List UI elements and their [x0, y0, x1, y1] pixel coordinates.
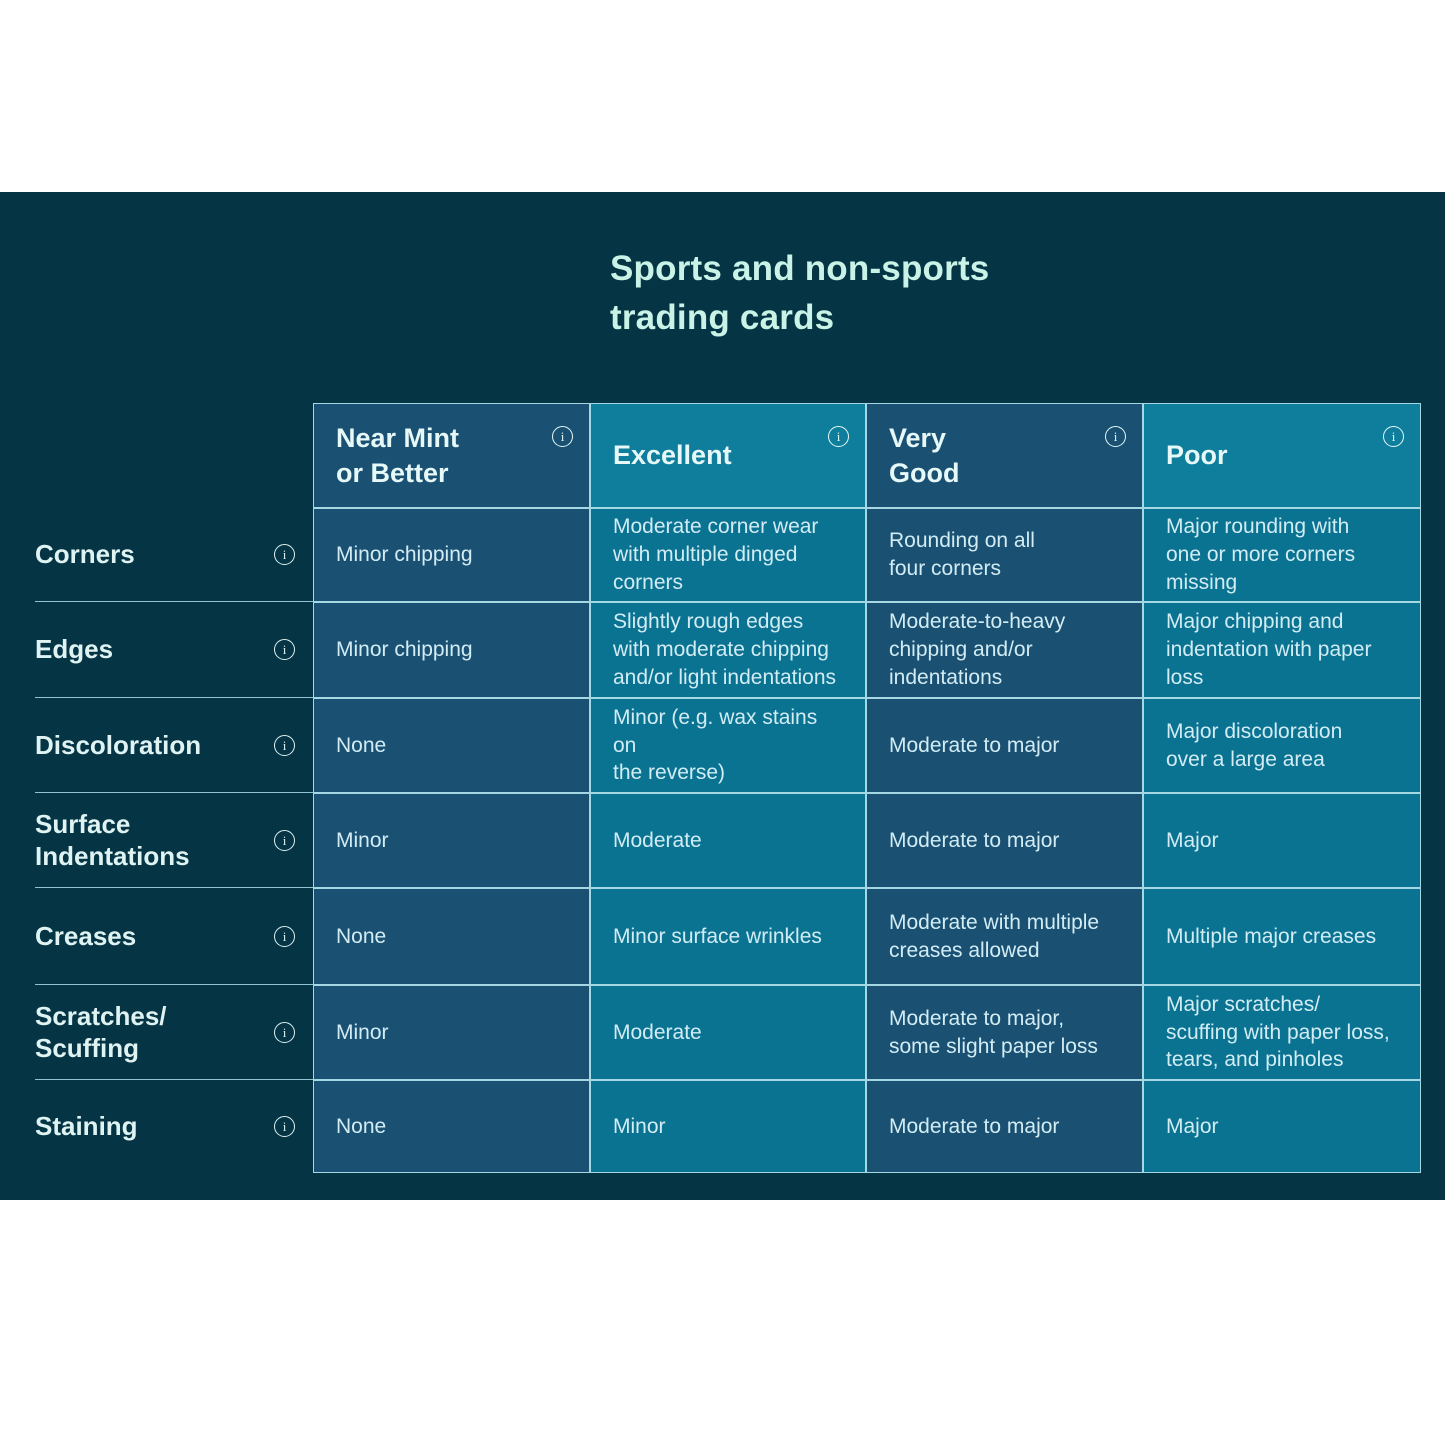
row-label-text: Surface Indentations — [35, 808, 190, 872]
row-label-text: Staining — [35, 1111, 138, 1142]
row-label-surface-indentations: Surface Indentations i — [35, 793, 313, 888]
table-cell: Moderate corner wear with multiple dinge… — [590, 508, 866, 602]
info-icon[interactable]: i — [274, 734, 295, 756]
table-corner-spacer — [35, 403, 313, 508]
row-label-staining: Staining i — [35, 1080, 313, 1173]
info-icon[interactable]: i — [1105, 426, 1126, 447]
table-cell: Rounding on all four corners — [866, 508, 1143, 602]
table-cell: Moderate to major — [866, 1080, 1143, 1173]
table-cell: Major discoloration over a large area — [1143, 698, 1421, 793]
row-label-text: Corners — [35, 539, 135, 570]
table-cell: Minor surface wrinkles — [590, 888, 866, 985]
row-label-text: Creases — [35, 920, 137, 951]
info-icon[interactable]: i — [552, 426, 573, 447]
table-cell: Major rounding with one or more corners … — [1143, 508, 1421, 602]
info-icon[interactable]: i — [274, 1116, 295, 1137]
table-cell: Moderate to major — [866, 698, 1143, 793]
table-cell: Minor (e.g. wax stains on the reverse) — [590, 698, 866, 793]
column-header-near-mint-or-better: Near Mint or Better i — [313, 403, 590, 508]
info-icon[interactable]: i — [274, 829, 295, 851]
info-icon[interactable]: i — [274, 1021, 295, 1043]
page-title: Sports and non-sports trading cards — [610, 249, 990, 337]
row-label-edges: Edges i — [35, 602, 313, 698]
grading-panel: Sports and non-sports trading cards Near… — [0, 192, 1445, 1200]
info-icon[interactable]: i — [274, 925, 295, 947]
table-cell: None — [313, 888, 590, 985]
column-header-label: Poor — [1166, 440, 1228, 471]
table-cell: None — [313, 698, 590, 793]
info-icon[interactable]: i — [1383, 426, 1404, 447]
row-label-text: Edges — [35, 634, 114, 665]
table-cell: Moderate to major — [866, 793, 1143, 888]
table-cell: Moderate — [590, 793, 866, 888]
info-icon[interactable]: i — [274, 639, 295, 660]
table-cell: None — [313, 1080, 590, 1173]
table-cell: Minor chipping — [313, 602, 590, 698]
info-icon[interactable]: i — [274, 544, 295, 565]
table-cell: Moderate with multiple creases allowed — [866, 888, 1143, 985]
table-cell: Slightly rough edges with moderate chipp… — [590, 602, 866, 698]
table-cell: Minor — [590, 1080, 866, 1173]
row-label-discoloration: Discoloration i — [35, 698, 313, 793]
table-cell: Major — [1143, 793, 1421, 888]
column-header-poor: Poor i — [1143, 403, 1421, 508]
table-cell: Major chipping and indentation with pape… — [1143, 602, 1421, 698]
row-label-creases: Creases i — [35, 888, 313, 985]
table-cell: Major scratches/ scuffing with paper los… — [1143, 985, 1421, 1080]
table-cell: Moderate-to-heavy chipping and/or indent… — [866, 602, 1143, 698]
table-cell: Multiple major creases — [1143, 888, 1421, 985]
column-header-excellent: Excellent i — [590, 403, 866, 508]
column-header-label: Near Mint or Better — [336, 422, 460, 488]
column-header-label: Very Good — [889, 422, 960, 488]
table-cell: Minor chipping — [313, 508, 590, 602]
row-label-text: Discoloration — [35, 729, 202, 760]
row-label-corners: Corners i — [35, 508, 313, 602]
table-cell: Major — [1143, 1080, 1421, 1173]
table-cell: Moderate — [590, 985, 866, 1080]
table-cell: Moderate to major, some slight paper los… — [866, 985, 1143, 1080]
column-header-very-good: Very Good i — [866, 403, 1143, 508]
table-cell: Minor — [313, 793, 590, 888]
info-icon[interactable]: i — [828, 426, 849, 447]
column-header-label: Excellent — [613, 440, 732, 471]
row-label-text: Scratches/ Scuffing — [35, 1000, 167, 1064]
row-label-scratches-scuffing: Scratches/ Scuffing i — [35, 985, 313, 1080]
table-cell: Minor — [313, 985, 590, 1080]
grading-table: Near Mint or Better i Excellent i Very G… — [35, 403, 1421, 1173]
